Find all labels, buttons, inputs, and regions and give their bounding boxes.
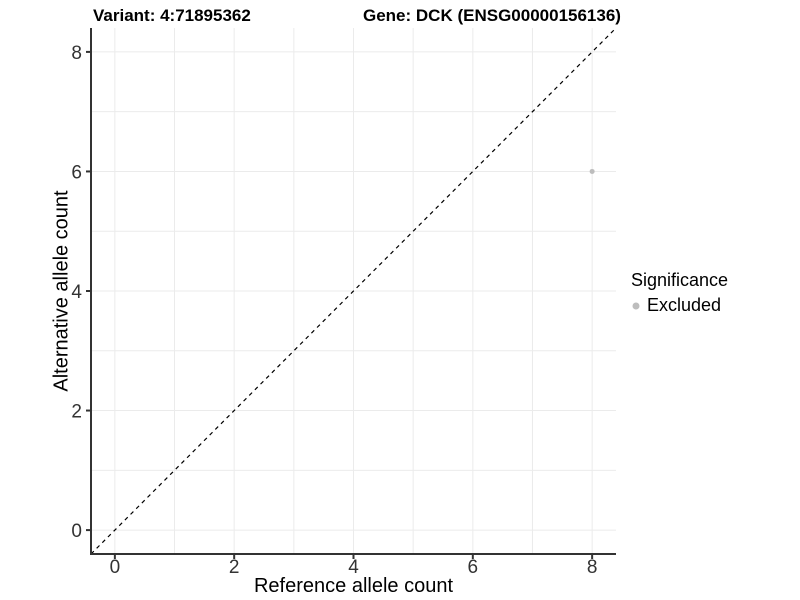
x-axis-title: Reference allele count <box>253 575 453 597</box>
legend-point-icon <box>632 302 640 309</box>
data-point <box>589 168 595 174</box>
legend-title: Significance <box>631 270 729 290</box>
variant-title: Variant: 4:71895362 <box>93 6 251 25</box>
x-tick-label: 4 <box>348 557 359 578</box>
x-tick-label: 0 <box>110 557 121 578</box>
x-tick-label: 8 <box>587 557 598 578</box>
legend: Significance Excluded <box>631 270 728 316</box>
y-axis-title: Alternative allele count <box>50 190 73 392</box>
y-tick-label: 8 <box>71 43 82 64</box>
identity-dashed-line <box>90 27 617 555</box>
x-tick-label: 6 <box>468 557 479 578</box>
y-tick-label: 0 <box>71 521 82 542</box>
y-tick-label: 2 <box>71 402 82 423</box>
x-tick-label: 2 <box>229 557 240 578</box>
y-tick-label: 6 <box>71 162 82 183</box>
legend-item-excluded: Excluded <box>631 295 728 316</box>
y-tick-label: 4 <box>71 282 82 303</box>
gene-title: Gene: DCK (ENSG00000156136) <box>363 6 621 25</box>
legend-item-label: Excluded <box>647 295 722 315</box>
